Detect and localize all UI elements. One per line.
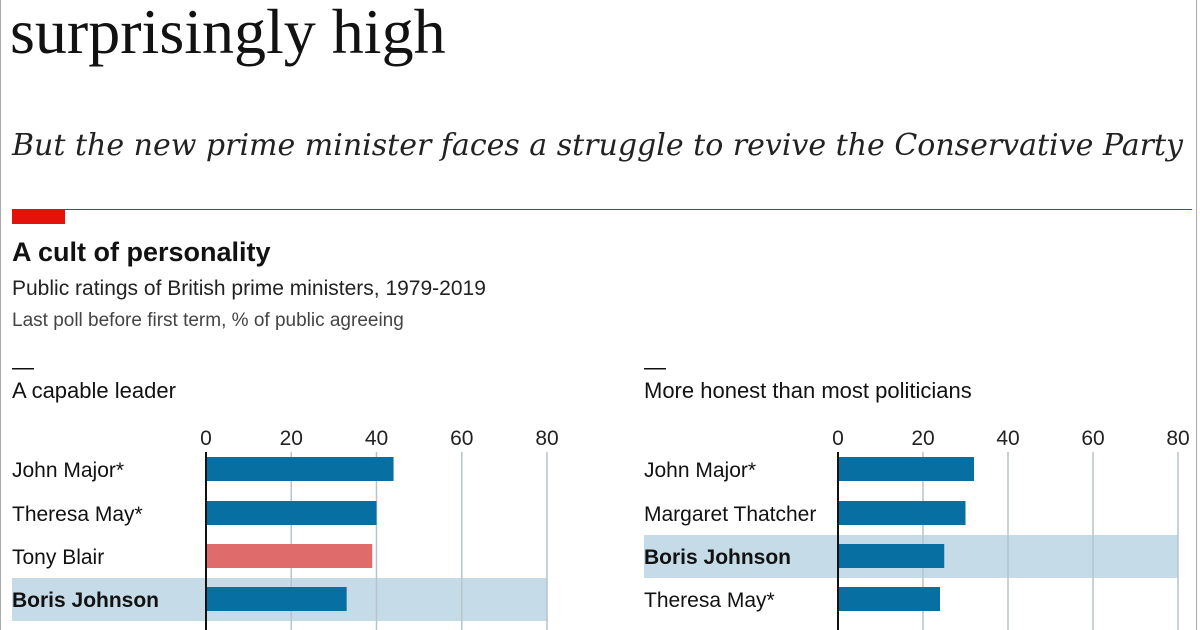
- chart-title: A cult of personality: [12, 237, 271, 267]
- x-tick-label: 80: [1166, 427, 1189, 450]
- article-headline: surprisingly high: [10, 0, 446, 67]
- x-tick-label: 20: [280, 427, 303, 450]
- page-border-left: [0, 0, 1, 630]
- category-label: Boris Johnson: [12, 589, 159, 612]
- page-border-right: [1196, 0, 1197, 630]
- x-tick-label: 0: [200, 427, 212, 450]
- bar: [206, 501, 377, 525]
- category-label: John Major*: [12, 459, 124, 482]
- panel-title-rule: [12, 368, 34, 370]
- category-label: John Major*: [644, 459, 756, 482]
- bar: [838, 457, 974, 481]
- category-label: Theresa May*: [12, 503, 143, 526]
- panel-title: More honest than most politicians: [644, 378, 972, 403]
- category-label: Theresa May*: [644, 589, 775, 612]
- x-tick-label: 0: [832, 427, 844, 450]
- category-label: Margaret Thatcher: [644, 503, 816, 526]
- category-label: Boris Johnson: [644, 546, 791, 569]
- bar: [838, 501, 966, 525]
- chart-red-tag: [12, 209, 65, 224]
- x-tick-label: 40: [996, 427, 1019, 450]
- x-tick-label: 60: [450, 427, 473, 450]
- bar: [838, 587, 940, 611]
- bar: [206, 587, 347, 611]
- bar: [838, 544, 945, 568]
- x-tick-label: 40: [365, 427, 388, 450]
- x-tick-label: 80: [535, 427, 558, 450]
- x-tick-label: 20: [911, 427, 934, 450]
- chart-top-rule: [12, 209, 1192, 210]
- panel-title: A capable leader: [12, 378, 176, 403]
- panel-title-rule: [644, 368, 666, 370]
- chart-subtitle: Public ratings of British prime minister…: [12, 277, 486, 300]
- category-label: Tony Blair: [12, 546, 104, 569]
- x-tick-label: 60: [1081, 427, 1104, 450]
- article-standfirst: But the new prime minister faces a strug…: [12, 128, 1183, 163]
- bar: [206, 544, 373, 568]
- bar: [206, 457, 394, 481]
- chart-note: Last poll before first term, % of public…: [12, 310, 404, 331]
